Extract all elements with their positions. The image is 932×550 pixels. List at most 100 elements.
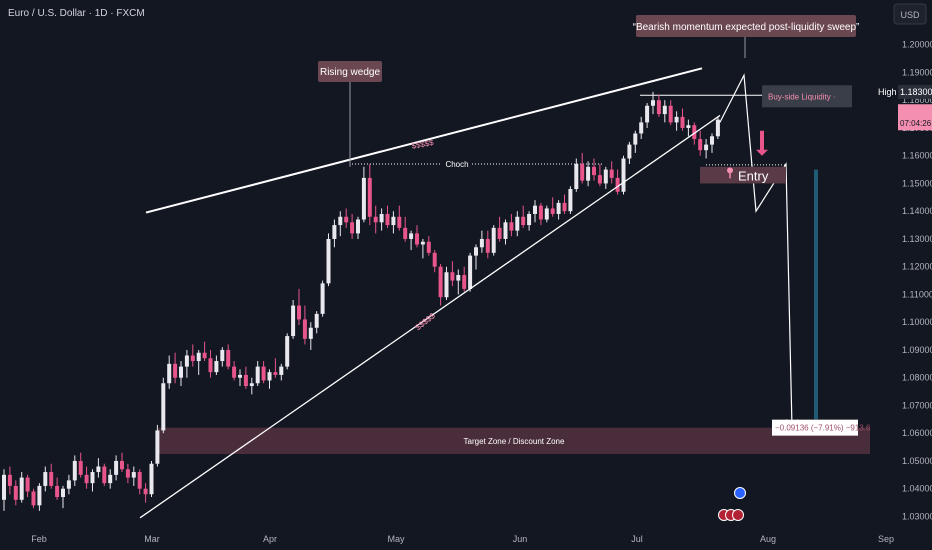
x-tick-label: May [387,534,405,544]
candle-body [627,144,632,159]
current-price-tag: 07:04:26 [898,104,932,131]
bearish-note-box [636,15,856,37]
candle-body [521,216,526,226]
candle-body [710,136,714,145]
candle-body [196,352,201,362]
candle-body [533,205,537,214]
currency-button[interactable]: USD [893,3,927,25]
x-tick-label: Jul [631,534,643,544]
currency-label: USD [900,10,920,20]
candle-body [302,319,307,339]
y-tick-label: 1.10000 [902,317,932,327]
candle-body [19,477,24,500]
candle-body [267,372,272,381]
eu-flag-icon[interactable] [734,487,746,499]
candle-body [373,216,378,223]
y-tick-label: 1.09000 [902,345,932,355]
candle-body [202,352,207,359]
candle-body [291,305,296,337]
y-tick-label: 1.13000 [902,234,932,244]
candle-body [633,133,638,145]
candle-body [403,227,408,239]
liquidity-marker-upper: $$$$$ [411,138,435,151]
candle-body [367,177,372,217]
candle-body [31,491,36,506]
candle-body [509,222,514,231]
candle-body [415,233,419,245]
candle-body [190,355,195,362]
wedge-upper-trendline[interactable] [145,67,703,214]
projected-price-path [719,73,793,428]
bearish-note-label: “Bearish momentum expected post-liquidit… [633,22,860,33]
candle-body [491,227,496,253]
candle-body [350,222,355,234]
candle-body [179,366,183,378]
candle-body [2,474,6,500]
candle-body [698,139,703,151]
candle-body [562,202,567,212]
measure-label: −0.09136 (−7.91%) −913.6 [775,424,871,433]
wedge-lower-trendline[interactable] [139,114,721,519]
x-tick-label: Apr [263,534,277,544]
candle-body [379,213,384,223]
candle-body [184,355,189,367]
candle-body [651,100,655,106]
x-axis[interactable]: Feb Mar Apr May Jun Jul Aug Sep [31,534,894,544]
candle-body [320,283,325,314]
candle-body [37,485,42,506]
candle-body [279,366,284,375]
high-price-tag: 1.18300 [898,84,932,99]
candle-body [544,208,549,220]
target-zone-label: Target Zone / Discount Zone [464,437,565,446]
pin-head [727,167,733,174]
candle-body [438,266,443,298]
y-tick-label: 1.16000 [902,151,932,161]
candle-body [391,216,396,226]
candle-body [420,241,425,245]
candle-body [332,225,337,239]
candle-body [426,241,431,253]
candle-body [249,383,254,387]
measure-label-box [772,419,858,436]
candle-body [550,208,555,214]
y-tick-label: 1.14000 [902,206,932,216]
candle-body [538,205,543,220]
candle-body [715,119,720,137]
candle-body [444,272,449,298]
candle-body [621,158,626,192]
candle-body [462,275,467,289]
candle-body [125,469,130,478]
candle-body [161,383,166,431]
candle-body [143,488,148,495]
y-tick-label: 1.12000 [902,262,932,272]
candle-body [680,116,685,128]
candle-body [474,247,478,256]
candle-body [308,327,313,339]
y-tick-label: 1.04000 [902,484,932,494]
candle-body [450,272,455,281]
candle-body [456,275,461,281]
candle-body [255,366,260,384]
x-tick-label: Aug [760,534,776,544]
us-flag-icon[interactable] [732,509,744,521]
candle-body [361,177,366,220]
candle-body [243,374,248,387]
candle-body [397,216,402,228]
economic-events[interactable] [718,487,746,521]
candle-body [527,213,532,226]
candle-body [674,116,679,123]
rising-wedge-label: Rising wedge [320,67,380,78]
y-tick-label: 1.03000 [902,511,932,521]
candle-body [592,166,596,176]
candle-body [356,219,360,234]
candle-body [25,477,30,492]
candle-body [78,460,83,475]
candle-body [208,358,213,373]
candle-body [385,213,390,226]
candle-body [597,175,602,184]
candle-body [686,125,691,128]
candle-body [568,189,573,212]
candle-body [155,430,160,464]
candle-body [485,238,490,253]
